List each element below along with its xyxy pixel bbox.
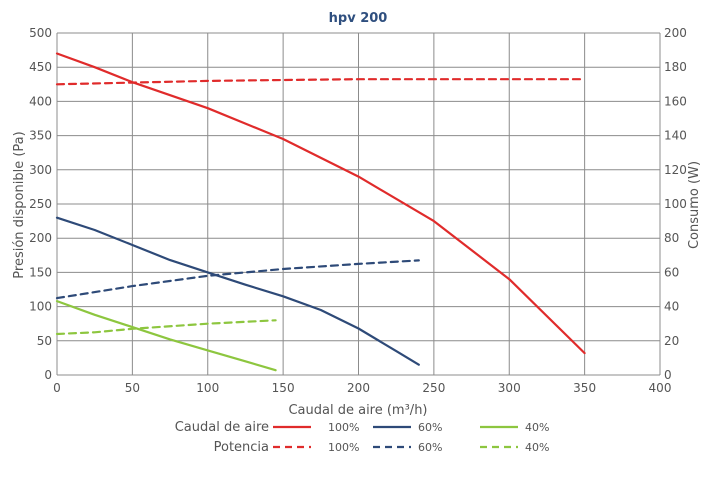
chart-title: hpv 200 — [329, 11, 388, 26]
y-axis-title: Presión disponible (Pa) — [12, 131, 27, 278]
x-tick-label: 250 — [422, 381, 445, 395]
y2-tick-label: 140 — [664, 129, 687, 143]
series-potencia-60-line — [55, 259, 420, 300]
series-potencia-40-line — [55, 319, 277, 336]
y2-tick-label: 120 — [664, 163, 687, 177]
plot-area — [55, 52, 586, 372]
y-tick-label: 250 — [29, 197, 52, 211]
x-tick-label: 150 — [272, 381, 295, 395]
y-tick-label: 50 — [37, 334, 52, 348]
y2-tick-label: 160 — [664, 94, 687, 108]
legend-entry-label: 100% — [328, 441, 359, 454]
legend-entry-label: 40% — [525, 441, 549, 454]
x-tick-label: 0 — [53, 381, 61, 395]
y-tick-label: 450 — [29, 60, 52, 74]
y-tick-label: 100 — [29, 300, 52, 314]
legend-entry-label: 60% — [418, 421, 442, 434]
x-axis-title: Caudal de aire (m³/h) — [288, 403, 427, 418]
y2-axis-title: Consumo (W) — [687, 161, 702, 249]
legend-entry-label: 60% — [418, 441, 442, 454]
legend: Caudal de aire Potencia 100% 60% 40% 100% 60… — [175, 420, 550, 455]
y2-tick-label: 40 — [664, 300, 679, 314]
series-caudal-60-line — [55, 216, 420, 366]
y-tick-label: 500 — [29, 26, 52, 40]
y2-tick-label: 60 — [664, 265, 679, 279]
x-tick-label: 100 — [196, 381, 219, 395]
y-tick-label: 350 — [29, 129, 52, 143]
y2-tick-label: 200 — [664, 26, 687, 40]
x-tick-label: 300 — [498, 381, 521, 395]
grid — [56, 32, 661, 376]
series-caudal-40-line — [55, 300, 277, 372]
y2-tick-label: 0 — [664, 368, 672, 382]
y2-tick-label: 80 — [664, 231, 679, 245]
x-tick-label: 50 — [125, 381, 140, 395]
legend-entry-label: 40% — [525, 421, 549, 434]
y-tick-label: 200 — [29, 231, 52, 245]
legend-row-label-caudal: Caudal de aire — [175, 420, 269, 435]
x-tick-label: 400 — [649, 381, 672, 395]
x-tick-label: 200 — [347, 381, 370, 395]
y2-tick-label: 180 — [664, 60, 687, 74]
x-tick-label: 350 — [573, 381, 596, 395]
series-caudal-100-line — [55, 52, 586, 355]
series-potencia-100-line — [55, 78, 586, 86]
y-tick-label: 400 — [29, 94, 52, 108]
y-tick-label: 300 — [29, 163, 52, 177]
y2-tick-label: 100 — [664, 197, 687, 211]
y-tick-label: 0 — [44, 368, 52, 382]
legend-entry-label: 100% — [328, 421, 359, 434]
axes: 0 50 100 150 200 250 300 350 4000501001502002503… — [29, 26, 687, 395]
y-tick-label: 150 — [29, 265, 52, 279]
legend-row-label-potencia: Potencia — [214, 440, 269, 455]
y2-tick-label: 20 — [664, 334, 679, 348]
